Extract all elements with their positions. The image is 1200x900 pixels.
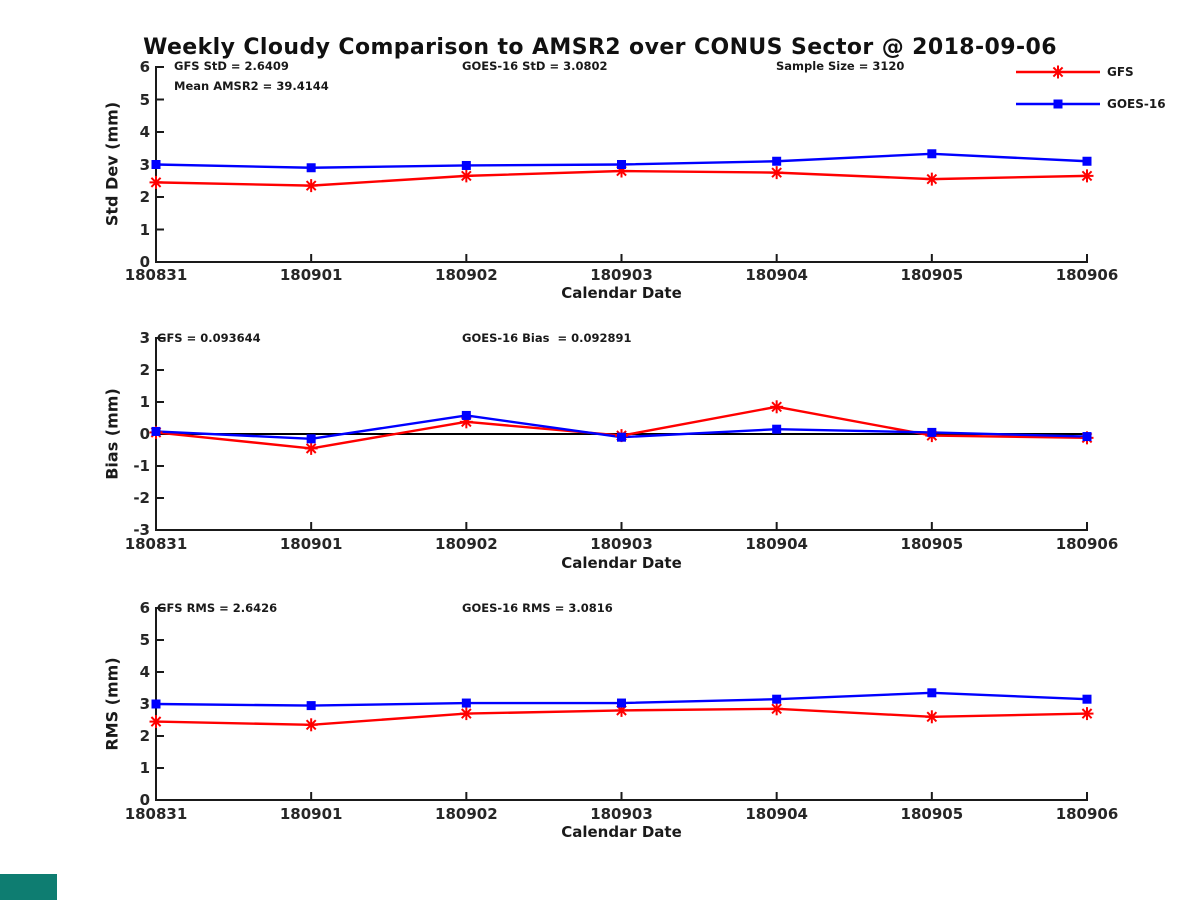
xlabel-calendar-date-1: Calendar Date [561,284,682,302]
annotation-gfs-bias: GFS = 0.093644 [157,331,261,345]
y-tick-label: 4 [139,123,150,141]
y-tick-label: 1 [139,393,150,411]
y-tick-label: 3 [139,695,150,713]
y-tick-label: 0 [139,791,150,809]
annotation-goes-bias: GOES-16 Bias = 0.092891 [462,331,632,345]
marker-square-GOES-16 [927,688,937,698]
marker-square-GOES-16 [772,424,782,434]
x-tick-label: 180904 [745,266,808,284]
annotation-gfs-rms: GFS RMS = 2.6426 [157,601,278,615]
x-tick-label: 180905 [900,805,964,823]
y-tick-label: 1 [139,220,150,239]
y-tick-label: 5 [139,90,150,109]
marker-asterisk-GFS [304,179,318,193]
marker-square-GOES-16 [1082,156,1092,166]
marker-square-GOES-16 [772,694,782,704]
marker-square-GOES-16 [151,699,161,709]
annotation-goes-std: GOES-16 StD = 3.0802 [462,59,608,73]
y-tick-label: 0 [139,253,150,271]
marker-asterisk-GFS [459,169,473,183]
marker-square-GOES-16 [617,160,626,169]
x-tick-label: 180905 [900,535,964,553]
marker-square-GOES-16 [927,427,937,437]
marker-asterisk-GFS [925,172,939,186]
xlabel-calendar-date-3: Calendar Date [561,823,682,841]
marker-asterisk-GFS [770,400,784,414]
marker-square-GOES-16 [151,160,161,169]
y-tick-label: 2 [139,188,150,206]
marker-asterisk-GFS [149,715,163,729]
annotation-gfs-std: GFS StD = 2.6409 [174,59,289,73]
legend-label-gfs: GFS [1107,65,1134,79]
marker-asterisk-GFS [770,166,784,180]
y-tick-label: 1 [139,759,150,777]
x-tick-label: 180831 [124,266,188,284]
x-tick-label: 180903 [590,805,653,823]
x-tick-label: 180904 [745,535,808,553]
y-tick-label: 4 [139,663,150,681]
y-tick-label: 6 [139,599,150,617]
x-tick-label: 180903 [590,535,653,553]
chart-title: Weekly Cloudy Comparison to AMSR2 over C… [143,35,1057,60]
marker-asterisk-GFS [1080,707,1094,721]
marker-square-GOES-16 [461,410,471,420]
x-tick-label: 180904 [745,805,808,823]
marker-square-GOES-16 [617,698,626,708]
marker-asterisk-GFS [770,702,784,716]
x-tick-label: 180831 [124,805,188,823]
marker-asterisk-GFS [1080,169,1094,183]
y-tick-label: 6 [139,58,150,76]
x-tick-label: 180905 [900,266,964,284]
legend-label-goes: GOES-16 [1107,97,1166,111]
y-tick-label: 5 [139,631,150,649]
x-tick-label: 180906 [1055,266,1119,284]
x-tick-label: 180903 [590,266,653,284]
marker-asterisk-GFS [925,710,939,724]
y-tick-label: -3 [133,521,150,539]
marker-square-GOES-16 [306,163,316,173]
marker-square-GOES-16 [306,434,316,444]
marker-square-GOES-16 [306,701,316,711]
x-tick-label: 180901 [279,535,343,553]
x-tick-label: 180902 [435,266,498,284]
x-tick-label: 180906 [1055,805,1119,823]
x-tick-label: 180902 [435,535,498,553]
y-tick-label: 2 [139,727,150,745]
marker-square-GOES-16 [772,156,782,166]
marker-square-GOES-16 [151,426,161,436]
marker-asterisk-GFS [304,718,318,732]
legend-marker-GFS [1051,65,1065,79]
x-tick-label: 180831 [124,535,188,553]
xlabel-calendar-date-2: Calendar Date [561,554,682,572]
x-tick-label: 180902 [435,805,498,823]
y-tick-label: 0 [139,425,150,443]
y-tick-label: -2 [133,489,150,507]
marker-asterisk-GFS [459,707,473,721]
series-line-GFS [155,405,1088,450]
annotation-mean-amsr2: Mean AMSR2 = 39.4144 [174,79,329,93]
y-tick-label: 3 [139,329,150,347]
x-tick-label: 180906 [1055,535,1119,553]
legend-marker-GOES-16 [1053,99,1063,109]
x-tick-label: 180901 [279,805,343,823]
marker-square-GOES-16 [1082,432,1092,442]
y-tick-label: 2 [139,361,150,379]
x-tick-label: 180901 [279,266,343,284]
marker-asterisk-GFS [304,441,318,455]
corner-color-patch [0,874,57,900]
marker-asterisk-GFS [149,175,163,189]
y-tick-label: 3 [139,155,150,174]
marker-square-GOES-16 [461,160,471,170]
annotation-goes-rms: GOES-16 RMS = 3.0816 [462,601,613,615]
annotation-sample-size: Sample Size = 3120 [776,59,905,73]
marker-square-GOES-16 [927,149,937,159]
marker-square-GOES-16 [461,698,471,708]
marker-square-GOES-16 [1082,694,1092,704]
marker-square-GOES-16 [617,432,626,442]
y-tick-label: -1 [133,457,150,475]
